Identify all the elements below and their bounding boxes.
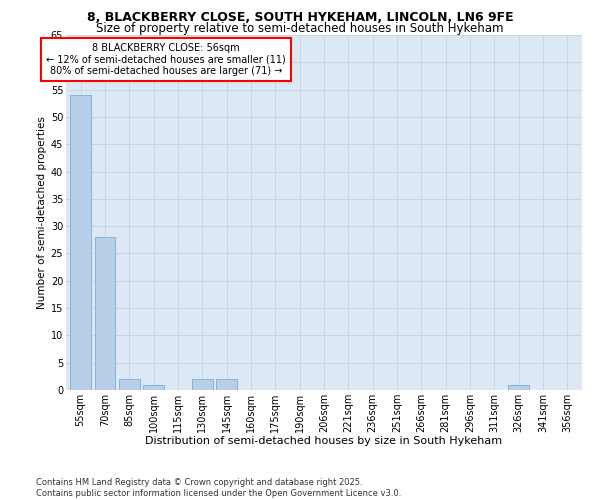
Bar — [192, 379, 212, 390]
Bar — [216, 379, 237, 390]
X-axis label: Distribution of semi-detached houses by size in South Hykeham: Distribution of semi-detached houses by … — [145, 436, 503, 446]
Bar — [143, 384, 164, 390]
Text: Contains HM Land Registry data © Crown copyright and database right 2025.
Contai: Contains HM Land Registry data © Crown c… — [36, 478, 401, 498]
Text: 8, BLACKBERRY CLOSE, SOUTH HYKEHAM, LINCOLN, LN6 9FE: 8, BLACKBERRY CLOSE, SOUTH HYKEHAM, LINC… — [86, 11, 514, 24]
Text: 8 BLACKBERRY CLOSE: 56sqm
← 12% of semi-detached houses are smaller (11)
80% of : 8 BLACKBERRY CLOSE: 56sqm ← 12% of semi-… — [46, 43, 286, 76]
Bar — [119, 379, 140, 390]
Text: Size of property relative to semi-detached houses in South Hykeham: Size of property relative to semi-detach… — [96, 22, 504, 35]
Bar — [70, 95, 91, 390]
Bar — [95, 237, 115, 390]
Bar — [508, 384, 529, 390]
Y-axis label: Number of semi-detached properties: Number of semi-detached properties — [37, 116, 47, 309]
